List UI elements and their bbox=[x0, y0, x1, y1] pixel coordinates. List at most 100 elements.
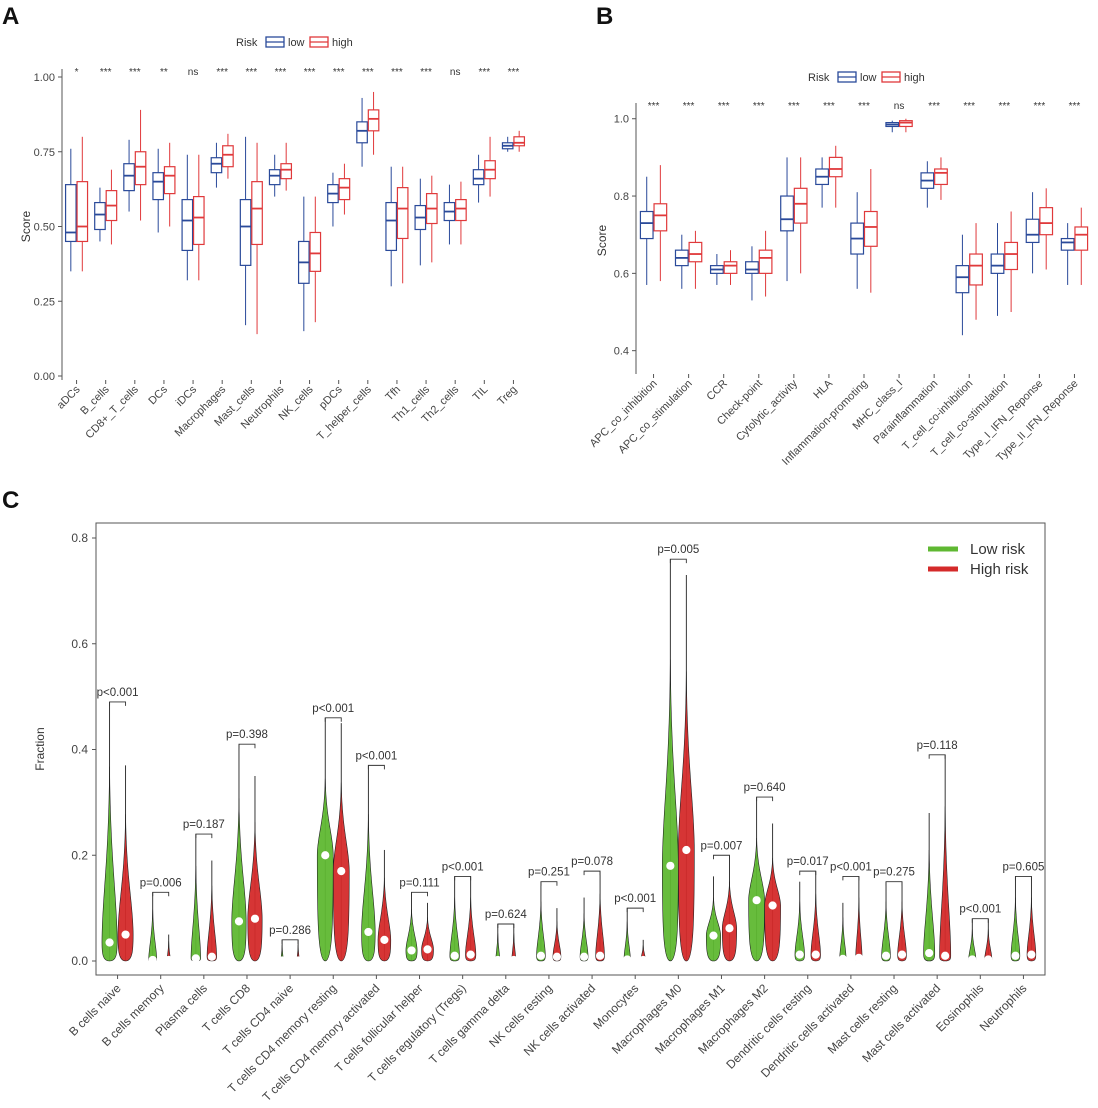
low-box bbox=[386, 203, 396, 251]
low-risk-median-point bbox=[451, 952, 458, 959]
pvalue-label: p=0.005 bbox=[657, 544, 699, 556]
low-risk-median-point bbox=[580, 953, 587, 960]
significance-label: *** bbox=[275, 67, 287, 78]
y-tick-label: 0.00 bbox=[34, 371, 55, 383]
high-risk-median-point bbox=[338, 868, 345, 875]
significance-label: *** bbox=[998, 101, 1010, 112]
low-risk-median-point bbox=[235, 918, 242, 925]
high-risk-violin bbox=[678, 672, 694, 961]
high-box bbox=[654, 204, 667, 231]
high-box bbox=[339, 179, 349, 200]
high-risk-median-point bbox=[553, 953, 560, 960]
pvalue-bracket bbox=[541, 882, 557, 886]
pvalue-label: p<0.001 bbox=[312, 703, 354, 715]
pvalue-label: p=0.251 bbox=[528, 867, 570, 879]
y-tick-label: 0.8 bbox=[614, 191, 629, 203]
low-risk-median-point bbox=[494, 956, 501, 963]
high-risk-median-point bbox=[769, 902, 776, 909]
low-risk-median-point bbox=[969, 956, 976, 963]
legend-label-high-risk: High risk bbox=[970, 561, 1029, 578]
pvalue-label: p=0.275 bbox=[873, 867, 915, 879]
x-tick-label: TIL bbox=[471, 384, 491, 404]
pvalue-label: p=0.017 bbox=[787, 856, 829, 868]
low-risk-violin bbox=[706, 898, 720, 961]
pvalue-label: p=0.187 bbox=[183, 819, 225, 831]
low-risk-median-point bbox=[624, 956, 631, 963]
low-box bbox=[746, 262, 759, 274]
low-box bbox=[781, 196, 794, 231]
high-box bbox=[223, 146, 233, 167]
high-risk-median-point bbox=[165, 956, 172, 963]
pvalue-label: p=0.111 bbox=[399, 877, 439, 889]
low-box bbox=[991, 254, 1004, 273]
high-risk-median-point bbox=[1028, 951, 1035, 958]
low-box bbox=[269, 170, 279, 185]
pvalue-bracket bbox=[713, 855, 729, 859]
pvalue-bracket bbox=[498, 924, 514, 928]
low-box bbox=[1026, 219, 1039, 242]
significance-label: *** bbox=[928, 101, 940, 112]
high-risk-violin bbox=[248, 822, 262, 961]
high-risk-median-point bbox=[510, 956, 517, 963]
legend-title: Risk bbox=[808, 72, 830, 84]
low-risk-median-point bbox=[796, 951, 803, 958]
y-tick-label: 0.6 bbox=[71, 637, 88, 651]
high-risk-median-point bbox=[295, 957, 302, 964]
x-tick-label: DCs bbox=[146, 383, 170, 407]
pvalue-bracket bbox=[972, 919, 988, 923]
legend-label-low-risk: Low risk bbox=[970, 541, 1026, 558]
low-box bbox=[153, 173, 163, 200]
high-risk-median-point bbox=[122, 931, 129, 938]
low-risk-violin bbox=[624, 921, 630, 961]
pvalue-bracket bbox=[153, 892, 169, 896]
legend-label-low: low bbox=[288, 37, 305, 49]
x-tick-label: CD8+_T_cells bbox=[83, 383, 141, 441]
x-tick-label: HLA bbox=[811, 377, 835, 401]
pvalue-bracket bbox=[368, 765, 384, 769]
high-box bbox=[194, 197, 204, 245]
pvalue-bracket bbox=[412, 892, 428, 896]
low-risk-violin bbox=[191, 866, 201, 961]
high-box bbox=[900, 121, 913, 127]
significance-label: *** bbox=[362, 67, 374, 78]
y-tick-label: 1.00 bbox=[34, 72, 55, 84]
high-box bbox=[456, 200, 466, 221]
significance-label: *** bbox=[100, 67, 112, 78]
pvalue-bracket bbox=[843, 876, 859, 880]
significance-label: *** bbox=[508, 67, 520, 78]
pvalue-label: p=0.006 bbox=[140, 877, 182, 889]
significance-label: ns bbox=[894, 101, 905, 112]
low-risk-violin bbox=[102, 767, 117, 961]
y-tick-label: 0.50 bbox=[34, 222, 55, 234]
y-tick-label: 0.75 bbox=[34, 147, 55, 159]
high-risk-violin bbox=[722, 882, 736, 961]
significance-label: *** bbox=[718, 101, 730, 112]
pvalue-label: p=0.640 bbox=[744, 782, 786, 794]
high-box bbox=[794, 188, 807, 223]
high-box bbox=[865, 212, 878, 247]
panel-b-boxplot: 0.40.60.81.0ScoreRisk low high***APC_co_in… bbox=[588, 72, 1088, 468]
pvalue-label: p<0.001 bbox=[442, 861, 484, 873]
legend-title: Risk bbox=[236, 37, 258, 49]
high-risk-violin bbox=[378, 878, 391, 961]
high-risk-median-point bbox=[812, 951, 819, 958]
figure: A B C 0.000.250.500.751.00ScoreRisk low hi… bbox=[0, 0, 1098, 1108]
high-box bbox=[724, 262, 737, 274]
pvalue-label: p=0.007 bbox=[701, 840, 743, 852]
y-tick-label: 0.25 bbox=[34, 296, 55, 308]
significance-label: *** bbox=[858, 101, 870, 112]
low-risk-violin bbox=[924, 850, 935, 961]
pvalue-bracket bbox=[584, 871, 600, 875]
y-tick-label: 0.2 bbox=[71, 848, 88, 862]
y-tick-label: 0.4 bbox=[71, 743, 88, 757]
high-box bbox=[759, 250, 772, 273]
high-risk-median-point bbox=[381, 936, 388, 943]
x-tick-label: iDCs bbox=[174, 383, 200, 409]
low-box bbox=[640, 212, 653, 239]
low-risk-median-point bbox=[926, 949, 933, 956]
pvalue-label: p=0.286 bbox=[269, 925, 311, 937]
pvalue-label: p=0.398 bbox=[226, 729, 268, 741]
low-box bbox=[124, 164, 134, 191]
pvalue-label: p=0.078 bbox=[571, 856, 613, 868]
high-risk-median-point bbox=[683, 846, 690, 853]
